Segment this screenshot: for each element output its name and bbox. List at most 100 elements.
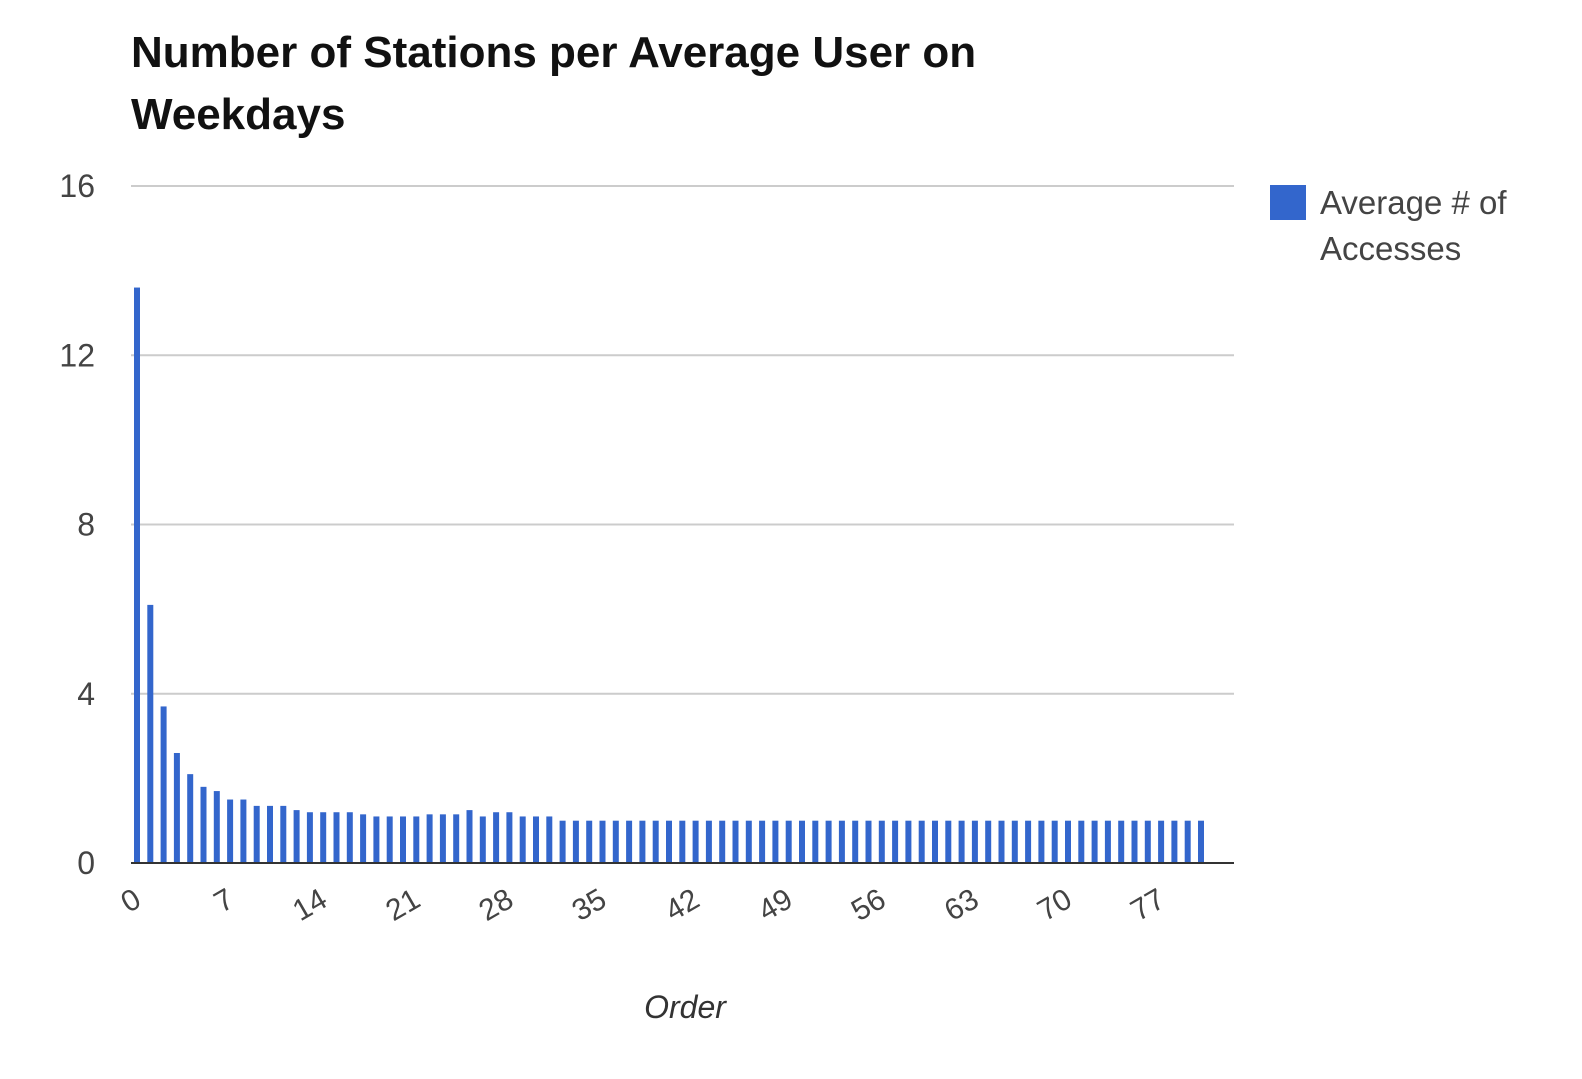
bar[interactable] <box>652 820 659 863</box>
y-tick-label: 16 <box>59 168 95 204</box>
y-tick-label: 0 <box>77 845 95 881</box>
bar[interactable] <box>945 820 952 863</box>
bar[interactable] <box>838 820 845 863</box>
bar[interactable] <box>918 820 925 863</box>
bar[interactable] <box>1025 820 1032 863</box>
bar[interactable] <box>1011 820 1018 863</box>
bar[interactable] <box>745 820 752 863</box>
bar[interactable] <box>426 814 433 863</box>
bar[interactable] <box>559 820 566 863</box>
bar[interactable] <box>878 820 885 863</box>
x-tick-label: 70 <box>1032 882 1077 927</box>
bar[interactable] <box>346 812 353 863</box>
bar[interactable] <box>506 812 513 863</box>
x-axis-label: Order <box>644 989 727 1025</box>
bar[interactable] <box>1131 820 1138 863</box>
bar[interactable] <box>333 812 340 863</box>
x-tick-label: 0 <box>116 882 147 919</box>
x-tick-label: 21 <box>380 882 425 927</box>
bar[interactable] <box>971 820 978 863</box>
bar[interactable] <box>1198 820 1204 863</box>
bar[interactable] <box>1038 820 1045 863</box>
bar[interactable] <box>453 814 460 863</box>
bar[interactable] <box>892 820 899 863</box>
bar[interactable] <box>1171 820 1178 863</box>
bar[interactable] <box>785 820 792 863</box>
bar[interactable] <box>439 814 446 863</box>
bar[interactable] <box>932 820 938 863</box>
bar[interactable] <box>173 752 180 863</box>
bar[interactable] <box>240 799 247 863</box>
bar[interactable] <box>280 805 287 863</box>
bar[interactable] <box>772 820 779 863</box>
bar[interactable] <box>1158 820 1165 863</box>
bar[interactable] <box>586 820 593 863</box>
bar[interactable] <box>666 820 672 863</box>
bar[interactable] <box>479 816 486 863</box>
y-tick-label: 8 <box>77 507 95 543</box>
bar[interactable] <box>759 820 766 863</box>
x-tick-label: 77 <box>1125 882 1170 927</box>
bar[interactable] <box>1184 820 1191 863</box>
bar[interactable] <box>147 604 154 863</box>
bar[interactable] <box>253 805 260 863</box>
bar[interactable] <box>825 820 832 863</box>
bar[interactable] <box>599 820 606 863</box>
chart-title: Number of Stations per Average User on W… <box>131 28 977 139</box>
gridlines <box>131 185 1234 695</box>
bar[interactable] <box>985 820 992 863</box>
bar[interactable] <box>1118 820 1125 863</box>
bar[interactable] <box>1078 820 1085 863</box>
x-tick-label: 35 <box>567 882 612 927</box>
bar[interactable] <box>719 820 726 863</box>
bar[interactable] <box>612 820 619 863</box>
bar[interactable] <box>134 287 140 863</box>
bar[interactable] <box>360 814 367 863</box>
bar[interactable] <box>626 820 633 863</box>
bar[interactable] <box>572 820 579 863</box>
bar[interactable] <box>1051 820 1058 863</box>
bars <box>134 287 1204 863</box>
legend[interactable]: Average # of Accesses <box>1270 184 1507 267</box>
bar[interactable] <box>1144 820 1151 863</box>
bar[interactable] <box>732 820 739 863</box>
bar[interactable] <box>386 816 393 863</box>
bar[interactable] <box>799 820 805 863</box>
x-tick-label: 42 <box>660 882 705 927</box>
legend-swatch <box>1270 185 1306 220</box>
bar[interactable] <box>958 820 965 863</box>
bar[interactable] <box>373 816 380 863</box>
bar[interactable] <box>852 820 859 863</box>
bar[interactable] <box>1091 820 1098 863</box>
bar[interactable] <box>546 816 553 863</box>
bar[interactable] <box>998 820 1005 863</box>
bar[interactable] <box>160 706 167 863</box>
bar[interactable] <box>400 816 406 863</box>
bar[interactable] <box>705 820 712 863</box>
bar[interactable] <box>213 791 220 863</box>
bar[interactable] <box>639 820 646 863</box>
bar[interactable] <box>533 816 539 863</box>
bar[interactable] <box>812 820 819 863</box>
y-axis-ticks: 0 4 8 12 16 <box>59 168 95 881</box>
bar[interactable] <box>1065 820 1071 863</box>
bar[interactable] <box>306 812 313 863</box>
bar[interactable] <box>519 816 526 863</box>
x-tick-label: 7 <box>209 882 240 919</box>
bar[interactable] <box>187 774 194 863</box>
bar[interactable] <box>865 820 872 863</box>
bar[interactable] <box>320 812 327 863</box>
bar[interactable] <box>679 820 686 863</box>
y-tick-label: 4 <box>77 676 95 712</box>
bar[interactable] <box>692 820 699 863</box>
bar[interactable] <box>413 816 420 863</box>
bar[interactable] <box>227 799 234 863</box>
bar[interactable] <box>293 810 300 863</box>
bar[interactable] <box>200 786 207 863</box>
y-tick-label: 12 <box>59 337 95 373</box>
bar[interactable] <box>466 810 473 863</box>
bar[interactable] <box>493 812 500 863</box>
bar[interactable] <box>267 805 273 863</box>
bar[interactable] <box>905 820 912 863</box>
bar[interactable] <box>1104 820 1111 863</box>
